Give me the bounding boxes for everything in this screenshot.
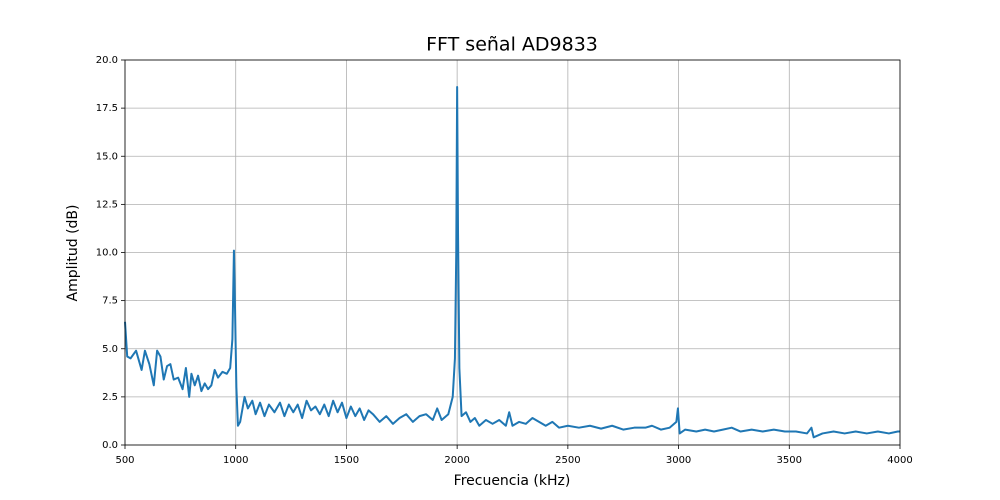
x-tick-label: 3000 bbox=[666, 455, 691, 466]
y-tick-label: 12.5 bbox=[96, 199, 118, 210]
y-axis-label: Amplitud (dB) bbox=[65, 205, 81, 302]
y-tick-label: 5.0 bbox=[102, 344, 118, 355]
x-tick-label: 2000 bbox=[444, 455, 469, 466]
y-tick-label: 17.5 bbox=[96, 103, 118, 114]
x-axis-label: Frecuencia (kHz) bbox=[454, 473, 571, 489]
x-tick-label: 3500 bbox=[777, 455, 802, 466]
y-tick-label: 2.5 bbox=[102, 392, 118, 403]
x-tick-label: 2500 bbox=[555, 455, 580, 466]
x-tick-label: 1000 bbox=[223, 455, 248, 466]
y-tick-label: 20.0 bbox=[96, 55, 118, 66]
y-tick-label: 10.0 bbox=[96, 248, 118, 259]
chart-title: FFT señal AD9833 bbox=[426, 34, 598, 56]
y-tick-label: 0.0 bbox=[102, 440, 118, 451]
y-tick-label: 7.5 bbox=[102, 296, 118, 307]
x-tick-label: 4000 bbox=[887, 455, 912, 466]
y-tick-label: 15.0 bbox=[96, 151, 118, 162]
data-line bbox=[124, 85, 900, 439]
x-tick-label: 1500 bbox=[334, 455, 359, 466]
x-tick-label: 500 bbox=[115, 455, 134, 466]
plot-frame bbox=[124, 59, 901, 446]
